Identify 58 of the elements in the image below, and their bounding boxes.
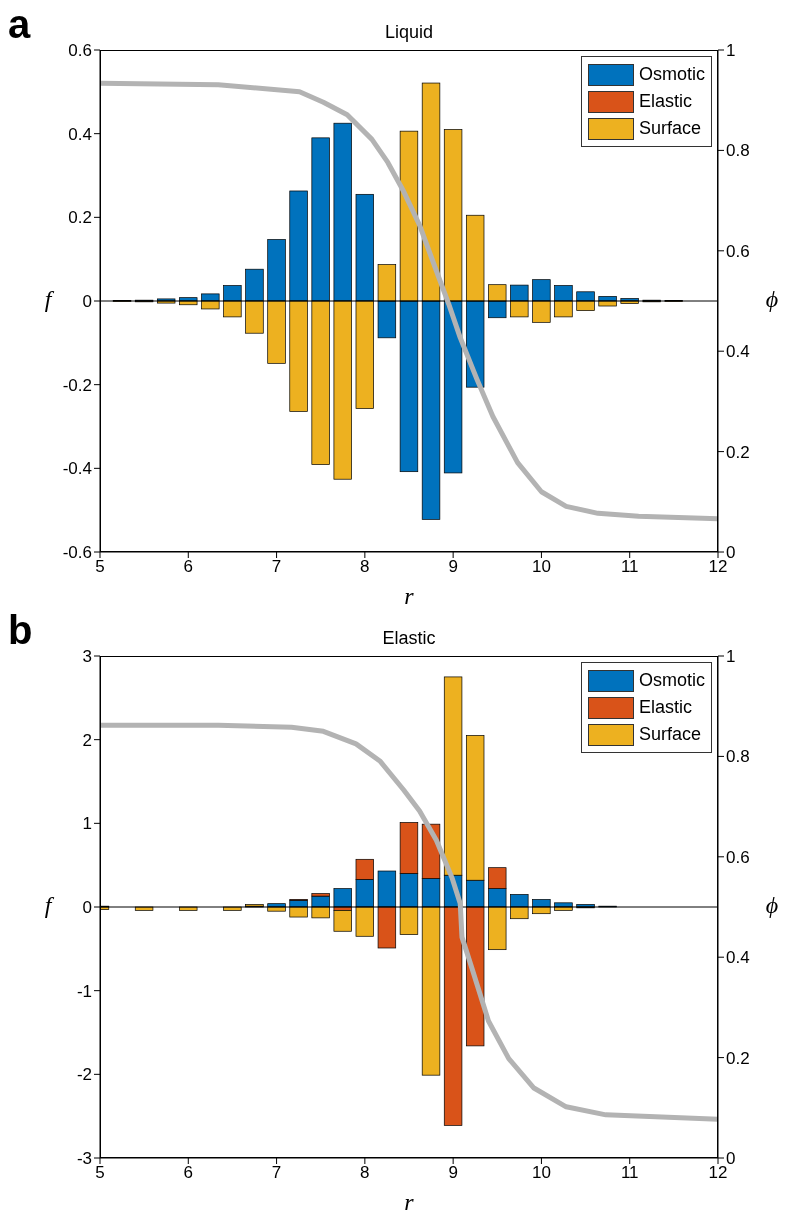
y-tick-label: -0.6 <box>62 543 92 563</box>
x-tick-label: 10 <box>531 1163 551 1183</box>
x-tick-label: 11 <box>620 557 639 577</box>
y2-tick-label: 0.6 <box>726 847 750 867</box>
x-tick-label: 6 <box>183 1163 194 1183</box>
x-tick-label: 9 <box>448 1163 458 1183</box>
y-axis-title: f <box>44 891 55 918</box>
x-tick-label: 12 <box>708 1163 728 1183</box>
chart-title: Elastic <box>381 628 437 649</box>
text: b <box>8 608 33 652</box>
x-tick-label: 10 <box>531 557 551 577</box>
y-tick-label: -0.4 <box>62 459 92 479</box>
y-tick-label: -3 <box>76 1149 92 1169</box>
y-tick-label: 0.2 <box>68 208 92 228</box>
legend-label: Surface <box>638 724 702 745</box>
legend-label: Surface <box>638 118 702 139</box>
x-tick-label: 5 <box>95 557 105 577</box>
x-tick-label: 12 <box>708 557 728 577</box>
y2-tick-label: 0.4 <box>726 342 750 362</box>
y-tick-label: 3 <box>82 647 92 667</box>
y2-tick-label: 0 <box>726 543 736 563</box>
y2-tick-label: 0.8 <box>726 141 750 161</box>
y2-tick-label: 1 <box>726 647 736 667</box>
y-tick-label: -2 <box>76 1065 92 1085</box>
y-tick-label: -0.2 <box>62 375 92 395</box>
y-tick-label: -1 <box>76 981 92 1001</box>
y2-tick-label: 0 <box>726 1149 736 1169</box>
x-tick-label: 7 <box>271 1163 282 1183</box>
x-tick-label: 6 <box>183 557 194 577</box>
y2-tick-label: 0.6 <box>726 241 750 261</box>
y-tick-label: 0.4 <box>68 124 92 144</box>
legend-label: Elastic <box>638 697 692 718</box>
y2-tick-label: 1 <box>726 41 736 61</box>
x-tick-label: 5 <box>95 1163 105 1183</box>
y2-axis-title: ϕ <box>765 285 779 312</box>
y-tick-label: 2 <box>82 730 92 750</box>
y-axis-title: f <box>44 285 55 312</box>
y2-tick-label: 0.2 <box>726 442 750 462</box>
y-tick-label: 1 <box>82 814 92 834</box>
x-tick-label: 7 <box>271 557 282 577</box>
y-tick-label: 0 <box>82 292 92 312</box>
y-tick-label: 0.6 <box>68 41 92 61</box>
y2-tick-label: 0.8 <box>726 747 750 767</box>
x-axis-title: r <box>404 1189 415 1213</box>
chart-title: Liquid <box>383 22 434 43</box>
x-tick-label: 11 <box>620 1163 639 1183</box>
y2-axis-title: ϕ <box>765 891 779 918</box>
x-tick-label: 9 <box>448 557 458 577</box>
legend-label: Osmotic <box>638 670 705 691</box>
y2-tick-label: 0.2 <box>726 1048 750 1068</box>
y-tick-label: 0 <box>82 898 92 918</box>
legend-label: Elastic <box>638 91 692 112</box>
x-tick-label: 8 <box>360 557 370 577</box>
legend-label: Osmotic <box>638 64 705 85</box>
x-axis-title: r <box>404 583 415 609</box>
y2-tick-label: 0.4 <box>726 948 750 968</box>
text: a <box>8 2 31 46</box>
x-tick-label: 8 <box>360 1163 370 1183</box>
